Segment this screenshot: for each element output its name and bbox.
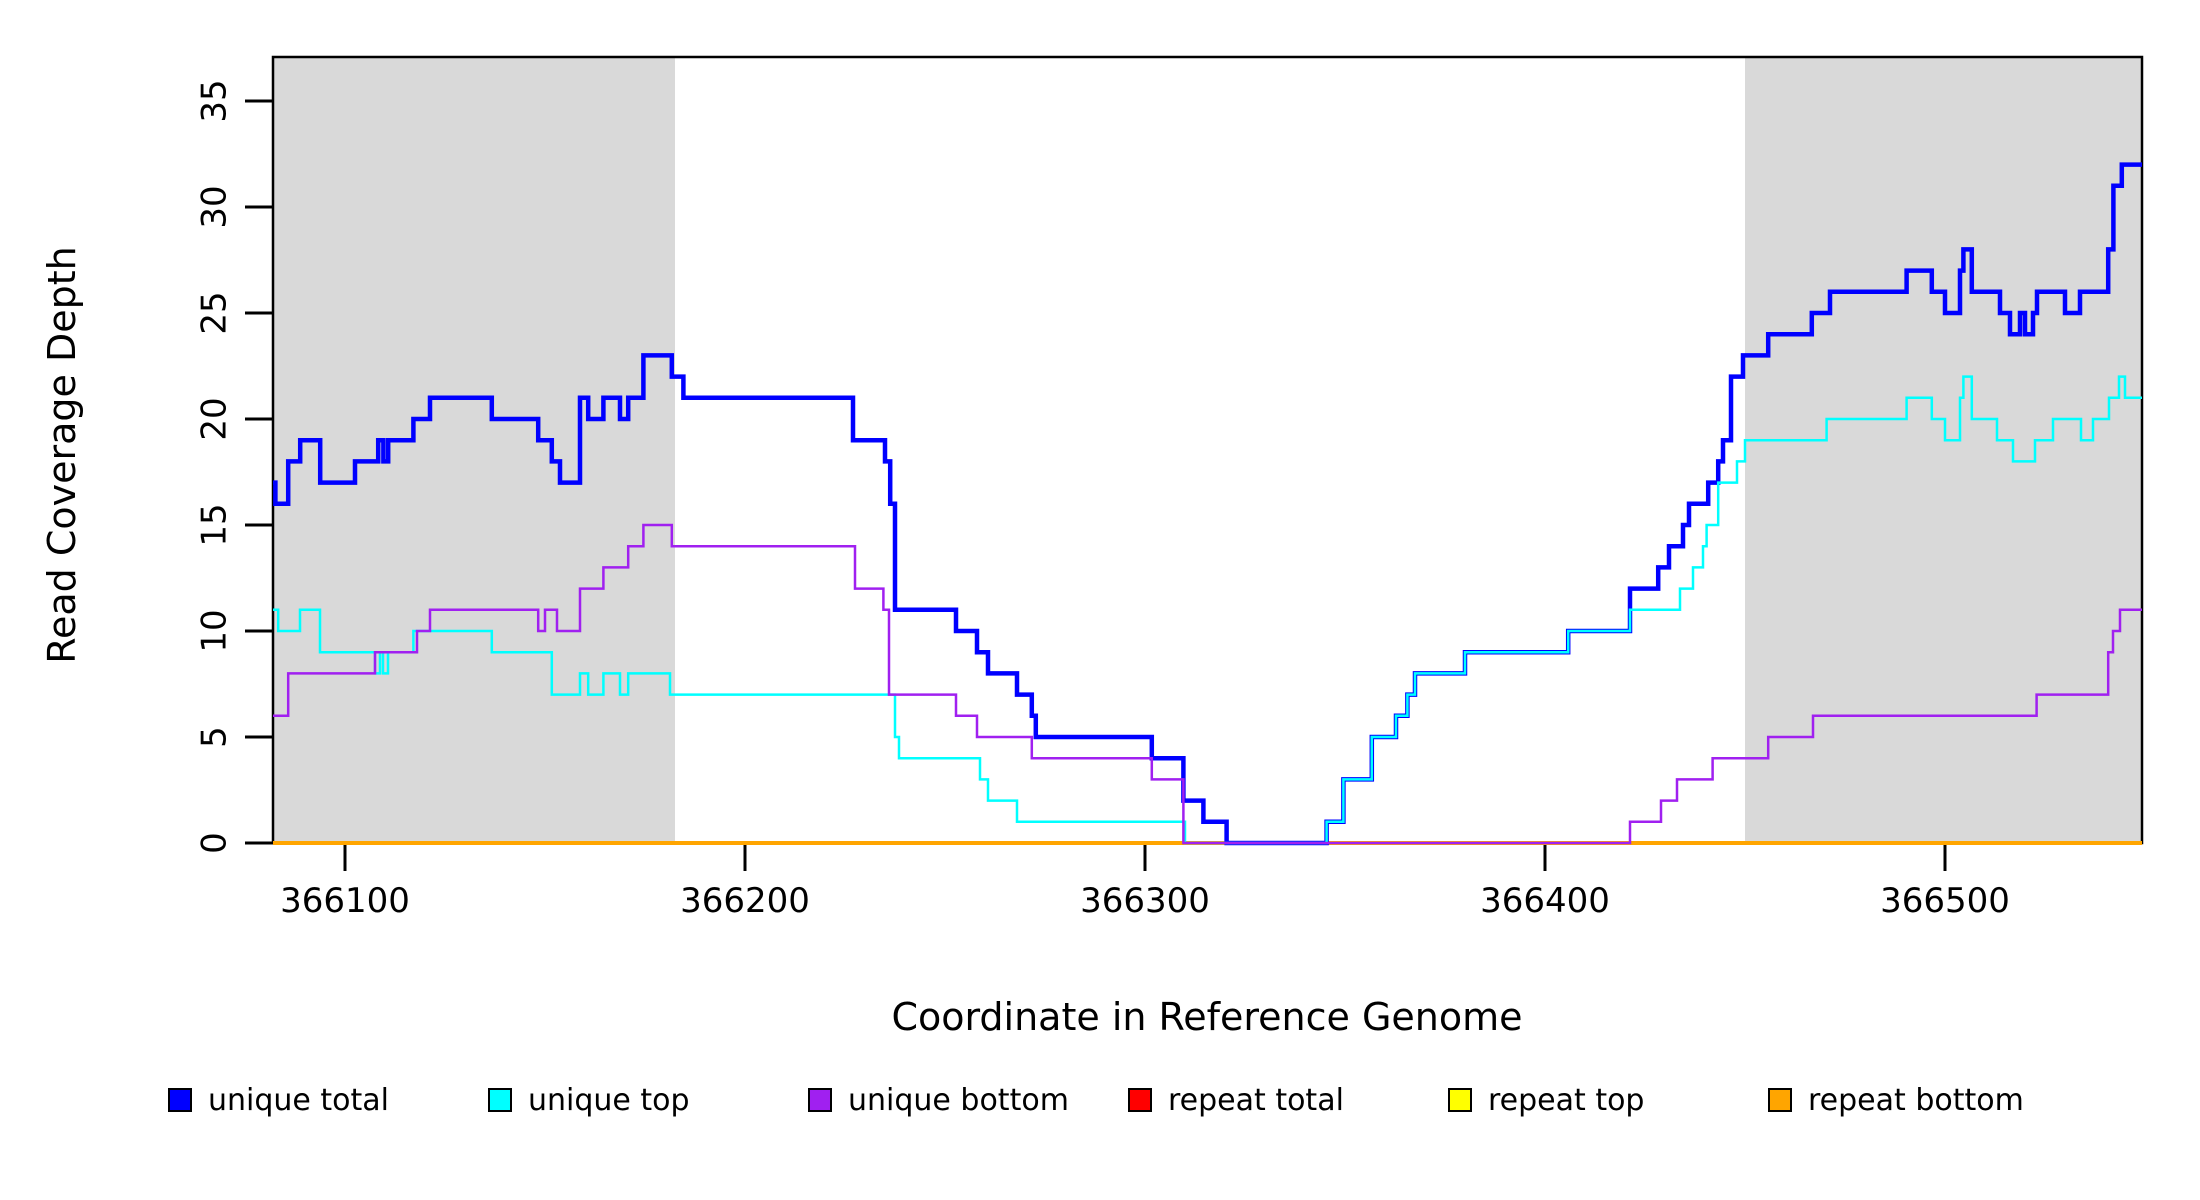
legend-swatch-repeat-total bbox=[1128, 1088, 1152, 1112]
legend-item-unique-bottom: unique bottom bbox=[808, 1082, 1069, 1118]
y-tick-label: 35 bbox=[195, 79, 235, 122]
x-tick-label: 366300 bbox=[1080, 881, 1210, 921]
legend-item-unique-total: unique total bbox=[168, 1082, 389, 1118]
y-tick-label: 15 bbox=[195, 503, 235, 546]
y-tick-label: 20 bbox=[195, 397, 235, 440]
legend-swatch-unique-bottom bbox=[808, 1088, 832, 1112]
legend-item-unique-top: unique top bbox=[488, 1082, 690, 1118]
y-axis-title: Read Coverage Depth bbox=[40, 246, 84, 664]
x-axis-title: Coordinate in Reference Genome bbox=[891, 995, 1523, 1039]
y-tick-label: 0 bbox=[195, 832, 235, 854]
legend-label: repeat total bbox=[1168, 1082, 1344, 1118]
y-tick-label: 10 bbox=[195, 609, 235, 652]
series-unique-top bbox=[273, 375, 2142, 845]
legend-label: repeat top bbox=[1488, 1082, 1645, 1118]
y-tick-label: 30 bbox=[195, 185, 235, 228]
x-tick-label: 366200 bbox=[680, 881, 810, 921]
legend-label: unique total bbox=[208, 1082, 390, 1118]
legend: unique total unique top unique bottom repea… bbox=[0, 1082, 2200, 1122]
x-tick-label: 366100 bbox=[280, 881, 410, 921]
x-tick-label: 366500 bbox=[1880, 881, 2010, 921]
legend-item-repeat-bottom: repeat bottom bbox=[1768, 1082, 2024, 1118]
legend-item-repeat-top: repeat top bbox=[1448, 1082, 1644, 1118]
legend-label: unique top bbox=[528, 1082, 690, 1118]
legend-label: repeat bottom bbox=[1808, 1082, 2024, 1118]
x-tick-label: 366400 bbox=[1480, 881, 1610, 921]
shaded-region bbox=[273, 57, 675, 843]
y-tick-label: 25 bbox=[195, 291, 235, 334]
legend-item-repeat-total: repeat total bbox=[1128, 1082, 1344, 1118]
y-tick-label: 5 bbox=[195, 726, 235, 748]
series-unique-bottom bbox=[273, 523, 2142, 845]
legend-swatch-unique-top bbox=[488, 1088, 512, 1112]
legend-label: unique bottom bbox=[848, 1082, 1069, 1118]
legend-swatch-unique-total bbox=[168, 1088, 192, 1112]
shaded-region bbox=[1745, 57, 2142, 843]
legend-swatch-repeat-bottom bbox=[1768, 1088, 1792, 1112]
legend-swatch-repeat-top bbox=[1448, 1088, 1472, 1112]
